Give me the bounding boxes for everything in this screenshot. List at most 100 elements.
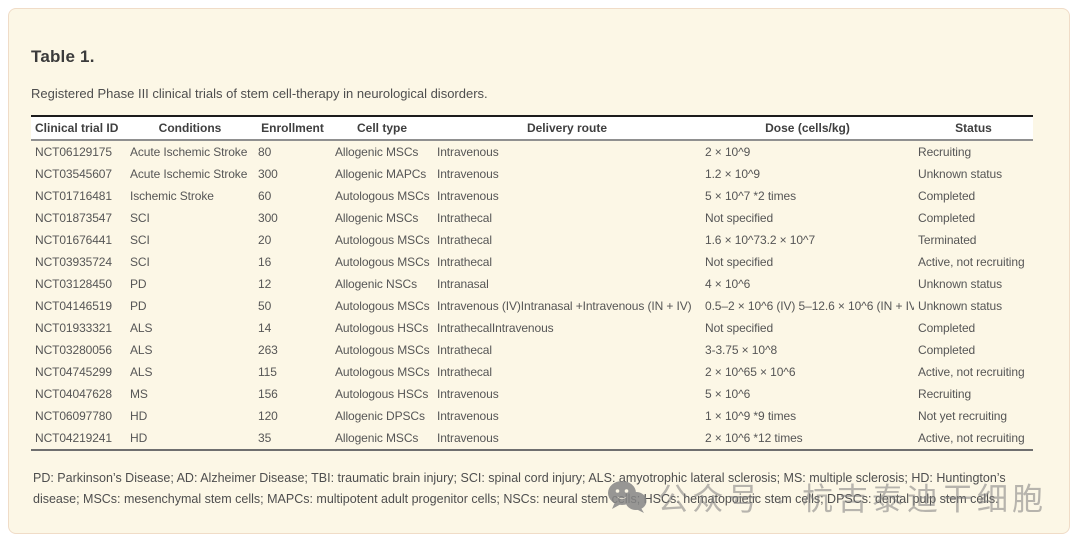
table-cell: Autologous MSCs bbox=[335, 189, 430, 203]
table-cell: Allogenic MAPCs bbox=[335, 167, 427, 181]
table-cell: Intravenous bbox=[437, 167, 499, 181]
table-cell: 2 × 10^9 bbox=[705, 145, 751, 159]
column-header: Conditions bbox=[126, 115, 254, 141]
table-cell: NCT01676441 bbox=[35, 233, 112, 247]
column-header: Dose (cells/kg) bbox=[701, 115, 914, 141]
table-cell: Terminated bbox=[918, 233, 977, 247]
table-cell: Autologous HSCs bbox=[335, 387, 429, 401]
table-cell: NCT01716481 bbox=[35, 189, 112, 203]
table-cell: Completed bbox=[918, 343, 976, 357]
table-cell: Not specified bbox=[705, 255, 774, 269]
table-cell: Completed bbox=[918, 321, 976, 335]
table-cell: PD bbox=[130, 277, 147, 291]
table-cell: NCT01873547 bbox=[35, 211, 112, 225]
table-cell: NCT03280056 bbox=[35, 343, 112, 357]
table-footnote: PD: Parkinson’s Disease; AD: Alzheimer D… bbox=[33, 471, 1006, 506]
table-cell: 5 × 10^6 bbox=[705, 387, 751, 401]
table-row: NCT04219241 HD 35 Allogenic MSCs Intravenous… bbox=[31, 427, 1033, 450]
table-body: NCT06129175 Acute Ischemic Stroke 80 Alloge… bbox=[31, 140, 1033, 450]
table-cell: Autologous MSCs bbox=[335, 255, 430, 269]
table-cell: Autologous MSCs bbox=[335, 233, 430, 247]
column-header: Enrollment bbox=[254, 115, 331, 141]
table-cell: NCT04146519 bbox=[35, 299, 112, 313]
table-cell: Allogenic MSCs bbox=[335, 211, 419, 225]
table-cell: Intrathecal bbox=[437, 211, 492, 225]
table-cell: Intrathecal bbox=[437, 343, 492, 357]
table-cell: 20 bbox=[258, 233, 272, 247]
table-cell: Intravenous bbox=[437, 145, 499, 159]
table-cell: Ischemic Stroke bbox=[130, 189, 214, 203]
table-cell: Allogenic MSCs bbox=[335, 145, 419, 159]
table-row: NCT06129175 Acute Ischemic Stroke 80 Alloge… bbox=[31, 140, 1033, 163]
table-cell: Not specified bbox=[705, 211, 774, 225]
table-cell: Autologous MSCs bbox=[335, 343, 430, 357]
table-cell: 300 bbox=[258, 167, 278, 181]
table-cell: Not yet recruiting bbox=[918, 409, 1007, 423]
table-cell: Acute Ischemic Stroke bbox=[130, 145, 248, 159]
table-cell: Completed bbox=[918, 189, 976, 203]
column-header: Delivery route bbox=[433, 115, 701, 141]
table-cell: Intravenous bbox=[437, 387, 499, 401]
table-cell: Autologous MSCs bbox=[335, 299, 430, 313]
table-cell: 35 bbox=[258, 431, 272, 445]
table-row: NCT03280056 ALS 263 Autologous MSCs Intrathe… bbox=[31, 339, 1033, 361]
table-cell: Intrathecal bbox=[437, 365, 492, 379]
column-header: Status bbox=[914, 115, 1033, 141]
table-row: NCT01933321 ALS 14 Autologous HSCs Intrathec… bbox=[31, 317, 1033, 339]
table-row: NCT04047628 MS 156 Autologous HSCs Intraveno… bbox=[31, 383, 1033, 405]
table-cell: Recruiting bbox=[918, 145, 972, 159]
table-cell: 4 × 10^6 bbox=[705, 277, 751, 291]
table-cell: NCT03545607 bbox=[35, 167, 112, 181]
table-cell: Active, not recruiting bbox=[918, 255, 1025, 269]
table-cell: Intravenous bbox=[437, 189, 499, 203]
table-cell: IntrathecalIntravenous bbox=[437, 321, 554, 335]
table-cell: 2 × 10^6 *12 times bbox=[705, 431, 803, 445]
table-row: NCT06097780 HD 120 Allogenic DPSCs Intraveno… bbox=[31, 405, 1033, 427]
table-cell: Active, not recruiting bbox=[918, 365, 1025, 379]
table-cell: Intravenous (IV)Intranasal +Intravenous … bbox=[437, 299, 692, 313]
table-cell: 50 bbox=[258, 299, 272, 313]
table-cell: NCT06129175 bbox=[35, 145, 112, 159]
table-cell: Intravenous bbox=[437, 409, 499, 423]
table-row: NCT01873547 SCI 300 Allogenic MSCs Intrathec… bbox=[31, 207, 1033, 229]
table-cell: NCT01933321 bbox=[35, 321, 112, 335]
table-cell: SCI bbox=[130, 211, 150, 225]
table-label: Table 1. bbox=[31, 47, 95, 66]
table-cell: NCT04047628 bbox=[35, 387, 112, 401]
clinical-trials-table: Clinical trial ID Conditions Enrollment Cel… bbox=[31, 115, 1033, 451]
table-cell: Intranasal bbox=[437, 277, 489, 291]
column-header: Clinical trial ID bbox=[31, 115, 126, 141]
table-cell: PD bbox=[130, 299, 147, 313]
table-cell: 5 × 10^7 *2 times bbox=[705, 189, 796, 203]
table-cell: Intravenous bbox=[437, 431, 499, 445]
table-row: NCT01716481 Ischemic Stroke 60 Autologous M… bbox=[31, 185, 1033, 207]
table-cell: 115 bbox=[258, 365, 277, 379]
table-cell: NCT03128450 bbox=[35, 277, 112, 291]
table-row: NCT04745299 ALS 115 Autologous MSCs Intrathe… bbox=[31, 361, 1033, 383]
table-cell: Allogenic DPSCs bbox=[335, 409, 425, 423]
table-cell: ALS bbox=[130, 321, 153, 335]
table-cell: Active, not recruiting bbox=[918, 431, 1025, 445]
table-cell: 1.6 × 10^73.2 × 10^7 bbox=[705, 233, 816, 247]
table-cell: 263 bbox=[258, 343, 278, 357]
table-cell: Autologous HSCs bbox=[335, 321, 429, 335]
table-cell: 80 bbox=[258, 145, 272, 159]
table-cell: Allogenic MSCs bbox=[335, 431, 419, 445]
table-row: NCT01676441 SCI 20 Autologous MSCs Intrathec… bbox=[31, 229, 1033, 251]
table-cell: Intrathecal bbox=[437, 233, 492, 247]
table-cell: MS bbox=[130, 387, 148, 401]
table-cell: Intrathecal bbox=[437, 255, 492, 269]
column-header: Cell type bbox=[331, 115, 433, 141]
table-cell: Allogenic NSCs bbox=[335, 277, 417, 291]
table-cell: ALS bbox=[130, 343, 153, 357]
table-row: NCT04146519 PD 50 Autologous MSCs Intravenou… bbox=[31, 295, 1033, 317]
table-cell: HD bbox=[130, 431, 148, 445]
table-cell: SCI bbox=[130, 233, 150, 247]
table-cell: NCT03935724 bbox=[35, 255, 112, 269]
table-cell: Unknown status bbox=[918, 167, 1002, 181]
table-cell: 2 × 10^65 × 10^6 bbox=[705, 365, 796, 379]
table-cell: NCT04219241 bbox=[35, 431, 112, 445]
table-row: NCT03545607 Acute Ischemic Stroke 300 Allog… bbox=[31, 163, 1033, 185]
table-cell: 0.5–2 × 10^6 (IV) 5–12.6 × 10^6 (IN + IV… bbox=[705, 299, 914, 313]
table-cell: 14 bbox=[258, 321, 272, 335]
